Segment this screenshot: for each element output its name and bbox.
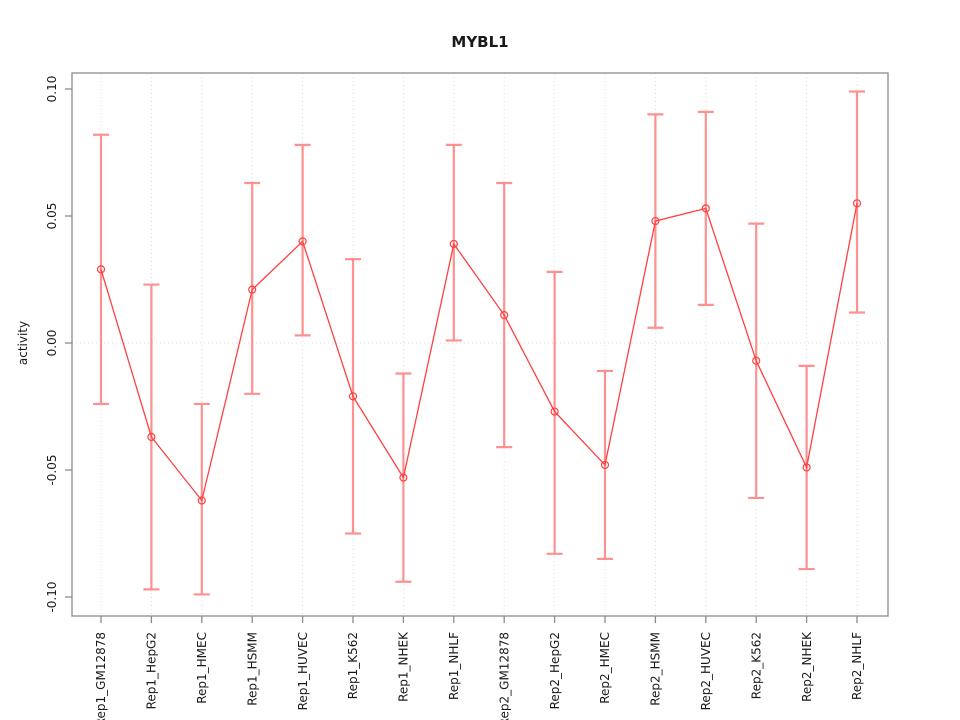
data-point xyxy=(701,204,710,213)
x-tick-label: Rep1_K562 xyxy=(346,632,360,699)
chart-title: MYBL1 xyxy=(451,33,508,51)
x-tick-label: Rep1_HUVEC xyxy=(296,632,310,710)
data-point xyxy=(550,407,559,416)
x-tick-label: Rep2_GM12878 xyxy=(497,632,511,720)
data-point xyxy=(197,496,206,505)
data-point xyxy=(96,265,106,274)
x-tick-label: Rep2_NHEK xyxy=(800,631,814,702)
x-tick-label: Rep1_GM12878 xyxy=(94,632,108,720)
y-tick-label: 0.10 xyxy=(45,76,59,103)
x-tick-label: Rep1_NHEK xyxy=(397,631,411,702)
x-tick-label: Rep2_HMEC xyxy=(598,632,612,704)
data-point xyxy=(852,199,862,208)
data-point xyxy=(449,239,458,249)
error-bar xyxy=(849,90,865,314)
x-tick-label: Rep1_HepG2 xyxy=(145,632,159,709)
data-point xyxy=(500,310,509,320)
y-tick-label: -0.10 xyxy=(45,581,59,612)
y-tick-label: 0.00 xyxy=(45,330,59,357)
error-bar xyxy=(546,270,563,555)
data-point xyxy=(147,432,156,442)
y-tick-label: 0.05 xyxy=(45,203,59,230)
x-tick-label: Rep2_HUVEC xyxy=(699,632,713,710)
error-bar xyxy=(294,143,311,337)
x-tick-label: Rep2_HepG2 xyxy=(548,632,562,709)
series-line xyxy=(100,203,858,502)
data-point xyxy=(298,237,307,246)
data-point xyxy=(399,473,408,482)
x-tick-label: Rep2_NHLF xyxy=(850,632,864,700)
plot-frame xyxy=(71,72,889,617)
error-bar xyxy=(445,143,462,342)
data-point xyxy=(348,392,358,401)
data-point xyxy=(802,463,811,472)
x-tick-label: Rep2_HSMM xyxy=(649,632,663,706)
data-point xyxy=(600,460,610,470)
x-tick-label: Rep1_HMEC xyxy=(195,632,209,704)
x-tick-label: Rep1_HSMM xyxy=(245,632,259,706)
y-tick-label: -0.05 xyxy=(45,454,59,485)
x-tick-label: Rep1_NHLF xyxy=(447,632,461,700)
error-bar xyxy=(244,181,261,395)
data-point xyxy=(651,216,660,226)
data-point xyxy=(752,356,761,365)
x-tick-label: Rep2_K562 xyxy=(749,632,763,699)
y-axis-label: activity xyxy=(16,321,30,365)
data-point xyxy=(248,285,257,294)
